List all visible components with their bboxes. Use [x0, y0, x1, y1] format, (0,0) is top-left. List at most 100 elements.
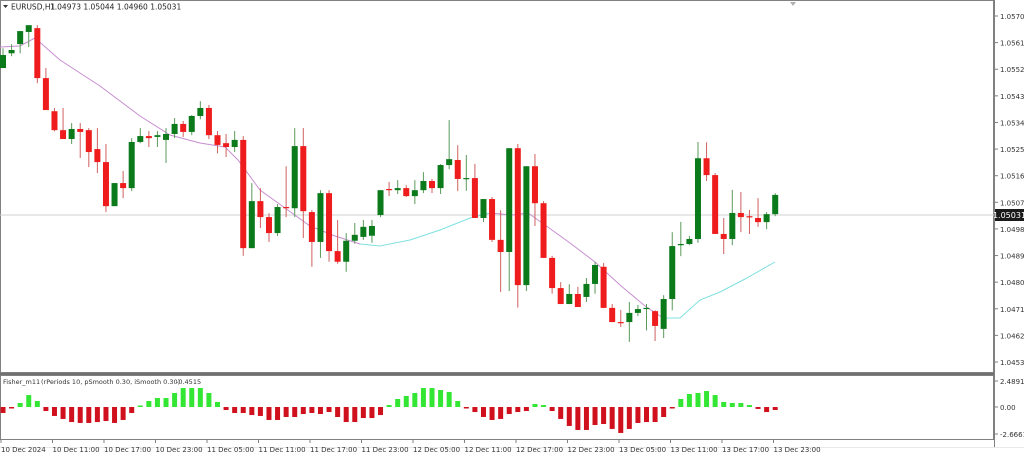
candle	[420, 172, 427, 194]
indicator-name: Fisher_m11	[3, 378, 40, 386]
fisher-bar	[480, 407, 486, 417]
fisher-bar	[172, 392, 178, 407]
fisher-bar	[541, 405, 547, 407]
fisher-bar	[146, 401, 152, 407]
candle	[360, 220, 367, 240]
fisher-bar	[455, 401, 461, 407]
price-axis: 1.05705 1.05615 1.05525 1.05435 1.05345 1.052…	[994, 0, 1024, 447]
time-tick-label: 11 Dec 17:00	[310, 446, 357, 454]
candle	[368, 220, 375, 243]
collapse-triangle-icon[interactable]	[3, 5, 8, 8]
indicator-frame[interactable]	[0, 375, 994, 440]
fisher-bar	[378, 407, 384, 416]
candle	[617, 309, 624, 328]
fisher-bar	[275, 407, 281, 420]
candle	[549, 255, 556, 294]
candle	[283, 166, 290, 218]
candle	[720, 217, 727, 255]
price-tick-label: 1.05255	[1000, 146, 1024, 154]
chart-shift-marker-icon[interactable]	[790, 2, 796, 6]
time-tick-label: 12 Dec 05:00	[413, 446, 460, 454]
fisher-bar	[652, 407, 658, 423]
fisher-bar	[257, 407, 263, 416]
price-tick-label: 1.05615	[1000, 40, 1024, 48]
fisher-bar	[669, 407, 675, 409]
candle	[248, 183, 255, 249]
fisher-bar	[69, 407, 75, 423]
time-tick-label: 12 Dec 17:00	[516, 446, 563, 454]
candle	[429, 178, 435, 194]
fisher-bar	[618, 407, 624, 433]
fisher-bar	[9, 407, 15, 409]
candle	[188, 115, 195, 136]
fisher-bar	[309, 407, 315, 413]
time-tick-label: 13 Dec 17:00	[722, 446, 769, 454]
time-tick-label: 12 Dec 23:00	[568, 446, 615, 454]
candle	[205, 105, 212, 140]
time-tick-label: 10 Dec 17:00	[104, 446, 151, 454]
candle	[351, 223, 358, 244]
candle	[557, 282, 564, 305]
indicator-value: -0.4515	[176, 378, 201, 386]
fisher-bar	[223, 407, 229, 410]
time-tick-label: 10 Dec 11:00	[53, 446, 100, 454]
fisher-bar	[764, 407, 770, 413]
fisher-bar	[438, 390, 444, 407]
fisher-bar	[601, 407, 607, 424]
main-chart-frame[interactable]	[0, 0, 994, 373]
candle	[77, 123, 84, 158]
candle	[394, 180, 401, 195]
candle	[128, 138, 135, 192]
fisher-bar	[592, 407, 598, 426]
candle	[480, 199, 487, 223]
candle	[694, 141, 701, 243]
candle	[111, 183, 118, 207]
fisher-bar	[60, 407, 66, 419]
candle	[703, 142, 710, 182]
fisher-bar	[77, 407, 83, 423]
fisher-bar	[678, 398, 684, 407]
candle	[540, 201, 547, 258]
candle	[626, 301, 633, 342]
fisher-bar	[403, 395, 409, 407]
candle	[729, 189, 736, 246]
price-tick-label: 1.04805	[1000, 279, 1024, 287]
candle	[763, 212, 770, 230]
fisher-bar	[154, 398, 160, 407]
candle	[85, 128, 92, 168]
candle	[463, 154, 470, 191]
candle	[265, 213, 272, 242]
candle	[300, 128, 307, 239]
candle	[772, 193, 779, 217]
candle	[746, 209, 753, 234]
fisher-bar	[197, 388, 203, 407]
candle	[163, 128, 170, 163]
fisher-bar	[686, 394, 692, 407]
fisher-bar	[86, 407, 92, 423]
candle	[17, 31, 24, 54]
time-tick-label: 11 Dec 11:00	[259, 446, 306, 454]
fisher-bar	[343, 407, 349, 423]
fisher-bar	[635, 407, 641, 423]
time-tick-label: 10 Dec 2024	[1, 446, 46, 454]
candle	[583, 278, 590, 302]
fisher-bar	[420, 388, 426, 407]
fisher-bar	[463, 407, 469, 409]
current-price-tag	[995, 209, 1024, 221]
fisher-bar	[695, 392, 701, 407]
candle	[68, 123, 75, 145]
fisher-bar	[180, 388, 186, 407]
fisher-bar	[712, 395, 718, 407]
fisher-bar	[300, 407, 306, 415]
time-axis: 10 Dec 2024 10 Dec 11:00 10 Dec 17:00 10 De…	[0, 440, 821, 454]
candle	[403, 185, 410, 197]
candle	[231, 131, 238, 153]
fisher-bar	[498, 407, 504, 419]
time-tick-label: 11 Dec 23:00	[362, 446, 409, 454]
fisher-bar	[738, 402, 744, 407]
price-tick-label: 1.05345	[1000, 119, 1024, 127]
candle	[145, 131, 152, 148]
candle	[386, 181, 393, 197]
